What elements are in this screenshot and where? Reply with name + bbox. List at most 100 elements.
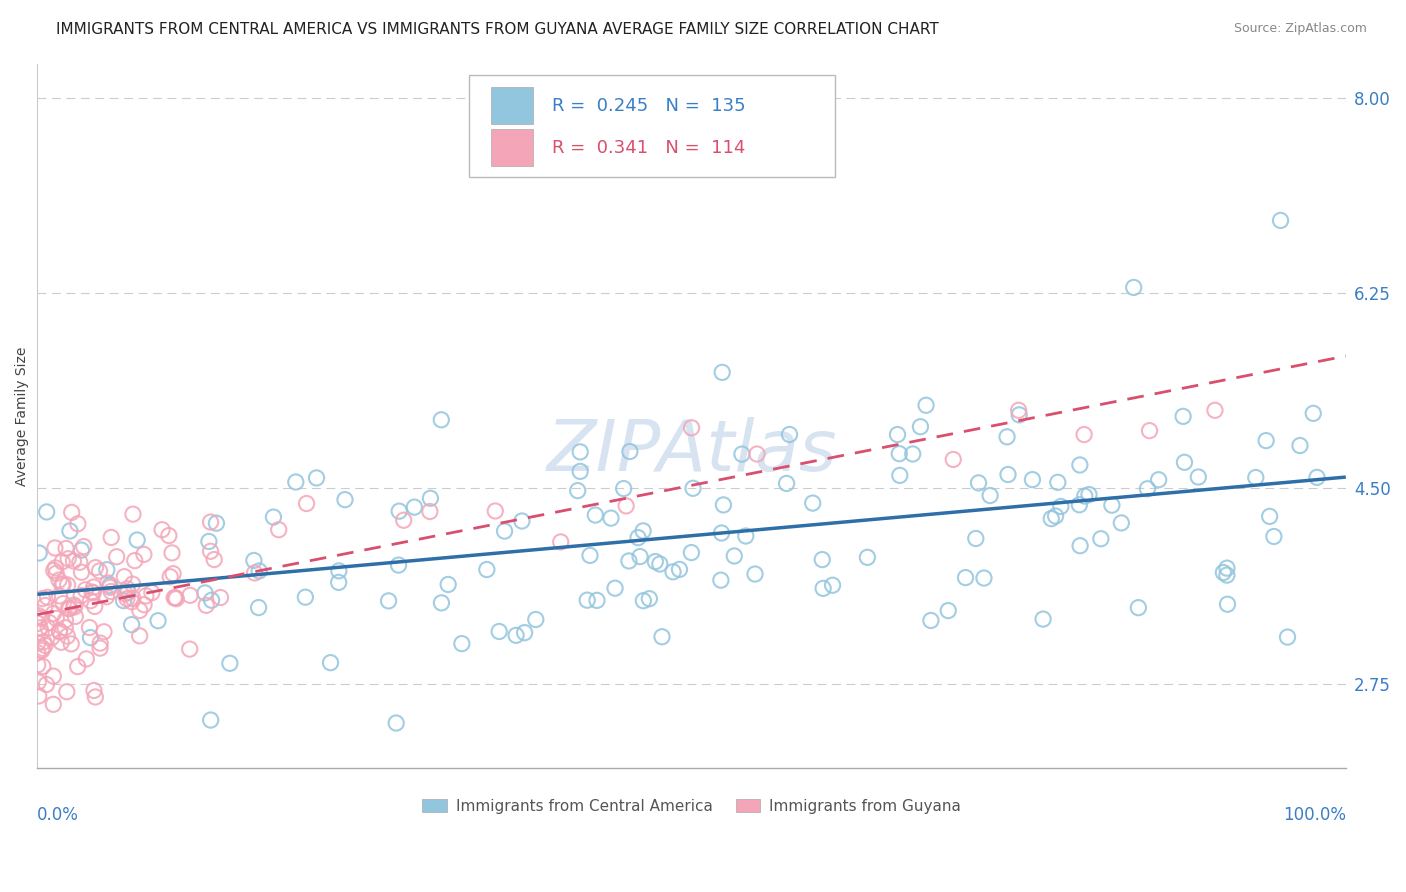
Point (200, 515, 222, 529)
Point (942, 452, 965, 467)
Point (37, 591, 59, 605)
Point (157, 528, 180, 542)
Point (60, 637, 83, 651)
Point (262, 510, 284, 524)
Point (122, 591, 145, 606)
Point (419, 491, 441, 506)
Point (319, 656, 342, 670)
Point (163, 591, 186, 605)
Point (89, 636, 111, 650)
Point (1078, 487, 1101, 501)
Point (1306, 470, 1329, 484)
Point (55, 541, 77, 556)
Point (614, 499, 637, 513)
Point (723, 549, 745, 563)
Point (1139, 424, 1161, 438)
Point (82, 586, 104, 600)
Point (218, 657, 240, 671)
Point (1187, 470, 1209, 484)
Point (31, 641, 53, 656)
Point (105, 549, 128, 564)
Point (1101, 498, 1123, 512)
Point (967, 475, 990, 490)
Point (121, 577, 143, 591)
Point (37, 621, 59, 635)
Point (681, 421, 703, 435)
Point (668, 562, 690, 576)
Point (1032, 612, 1054, 626)
FancyBboxPatch shape (491, 129, 533, 166)
Point (73, 540, 96, 554)
Point (62, 554, 84, 568)
Point (100, 531, 122, 545)
Point (1069, 498, 1091, 512)
Point (42, 698, 65, 712)
Point (56, 629, 79, 643)
Point (44, 541, 66, 555)
Point (475, 563, 498, 577)
Point (98, 578, 121, 592)
Point (75, 582, 97, 597)
Point (121, 617, 143, 632)
Point (267, 523, 290, 537)
Point (63, 598, 86, 612)
Point (28, 546, 51, 560)
Point (1090, 532, 1112, 546)
Point (745, 447, 768, 461)
Point (385, 716, 408, 731)
Point (510, 514, 533, 528)
Point (56, 551, 79, 566)
Point (1277, 630, 1299, 644)
Point (404, 500, 426, 515)
Point (1046, 475, 1069, 490)
Point (713, 498, 735, 512)
Point (115, 582, 138, 596)
Point (59, 524, 82, 538)
Point (121, 595, 143, 609)
Point (328, 575, 350, 590)
Point (28, 621, 51, 635)
Text: 100.0%: 100.0% (1282, 806, 1346, 824)
Point (628, 549, 651, 564)
Point (734, 529, 756, 543)
Point (1289, 438, 1312, 452)
Point (505, 628, 527, 642)
Point (1204, 403, 1226, 417)
Point (202, 552, 225, 566)
Point (63, 599, 86, 614)
Point (631, 524, 654, 538)
Point (127, 533, 149, 547)
Point (48, 573, 70, 587)
Point (662, 565, 685, 579)
Point (205, 516, 228, 531)
Point (79, 593, 101, 607)
Point (41, 631, 63, 645)
Point (83, 599, 105, 614)
Point (89, 641, 111, 656)
Point (1216, 597, 1239, 611)
Point (1122, 280, 1144, 294)
Point (53, 613, 76, 627)
Point (70, 566, 93, 580)
Point (569, 464, 592, 478)
Point (569, 445, 592, 459)
Point (179, 642, 201, 657)
Point (128, 629, 150, 643)
Point (955, 571, 977, 585)
Point (159, 570, 181, 584)
Point (124, 553, 146, 567)
Text: IMMIGRANTS FROM CENTRAL AMERICA VS IMMIGRANTS FROM GUYANA AVERAGE FAMILY SIZE CO: IMMIGRANTS FROM CENTRAL AMERICA VS IMMIG… (56, 22, 939, 37)
Point (886, 427, 908, 442)
Point (744, 567, 766, 582)
Point (84, 560, 107, 574)
Point (146, 614, 169, 628)
Point (28, 689, 51, 703)
Point (141, 585, 163, 599)
Point (115, 591, 138, 606)
Point (31, 659, 53, 673)
Point (579, 549, 602, 563)
Point (1216, 561, 1239, 575)
Point (1244, 470, 1267, 484)
Point (122, 507, 145, 521)
Point (1073, 489, 1095, 503)
